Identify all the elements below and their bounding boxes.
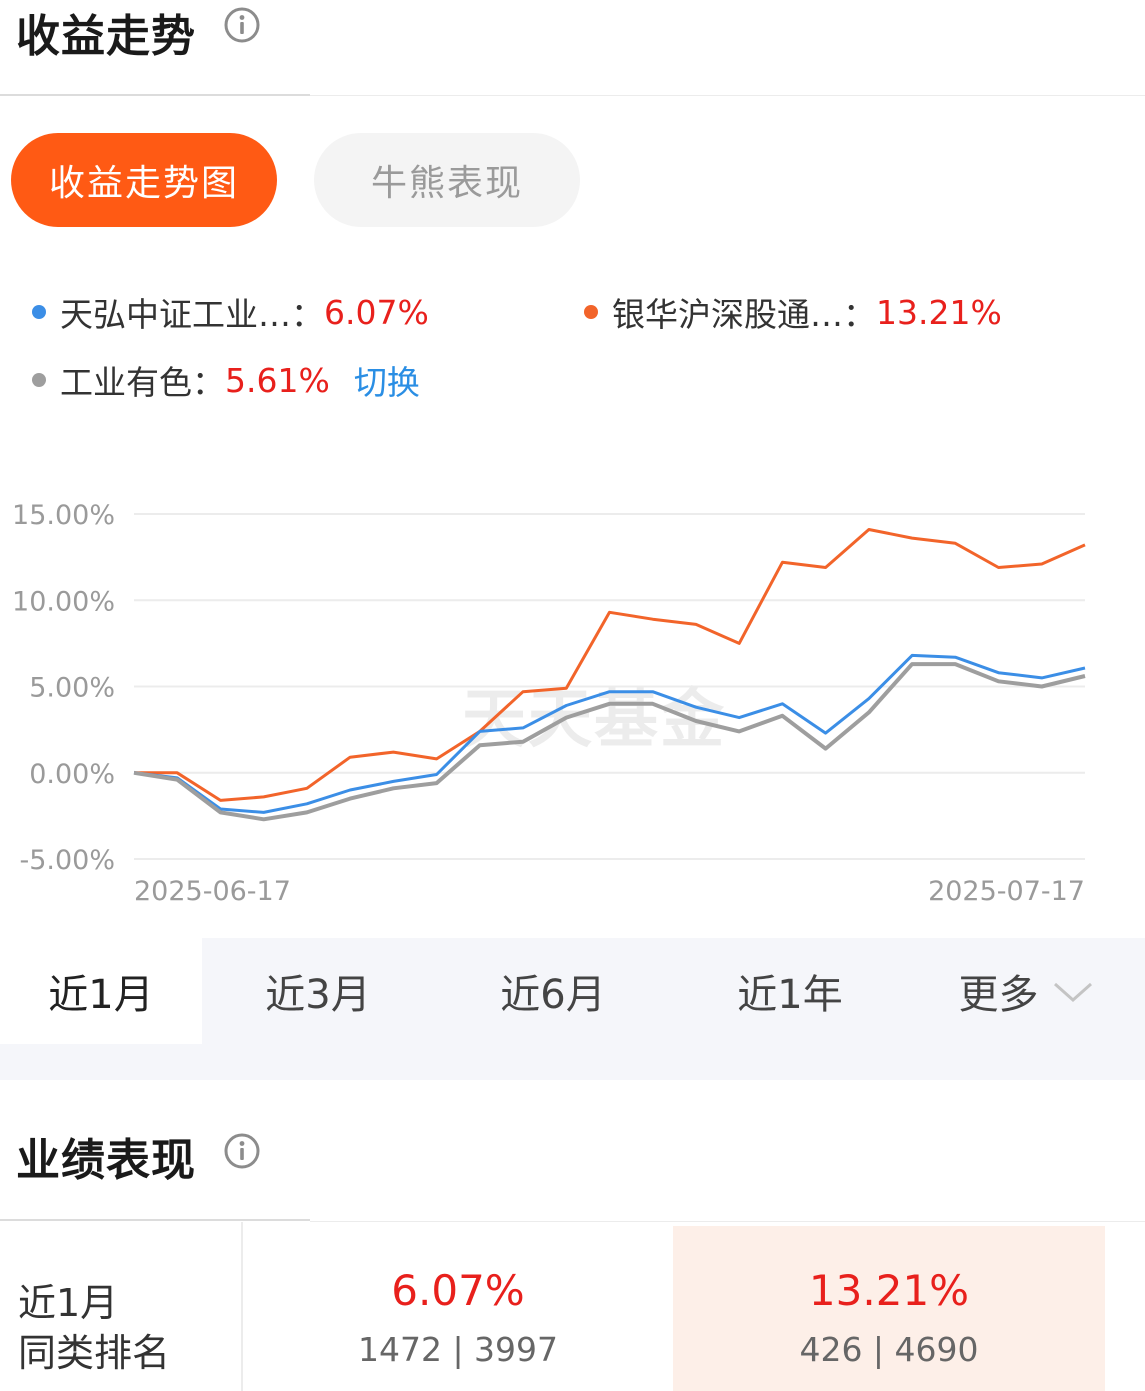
range-tab-more[interactable]: 更多 <box>908 938 1145 1044</box>
y-tick-label: -5.00% <box>19 845 115 876</box>
info-icon[interactable] <box>224 1133 260 1169</box>
perf-cell-fund-b: 13.21% 426 | 4690 <box>673 1226 1105 1391</box>
range-tab-1y[interactable]: 近1年 <box>737 972 843 1018</box>
fund-b-rank: 426 | 4690 <box>799 1330 979 1369</box>
legend-dot <box>32 373 46 387</box>
return-chart[interactable]: 15.00% 10.00% 5.00% 0.00% -5.00% 2025-06-17 20… <box>0 490 1145 920</box>
fund-a-rank: 1472 | 3997 <box>357 1330 559 1369</box>
legend-name: 银华沪深股通… <box>612 295 843 334</box>
returns-title: 收益走势 <box>16 11 196 62</box>
legend-value: 5.61% <box>225 360 330 400</box>
series-line-0 <box>134 528 1086 802</box>
perf-row-label: 近1月 同类排名 <box>18 1281 171 1375</box>
fund-b-return: 13.21% <box>808 1266 970 1315</box>
switch-link[interactable]: 切换 <box>353 363 420 402</box>
y-tick-label: 10.00% <box>12 586 115 617</box>
tab-return-chart[interactable]: 收益走势图 <box>11 133 277 227</box>
legend-value: 13.21% <box>876 292 1002 332</box>
y-tick-label: 15.00% <box>12 500 115 531</box>
performance-title: 业绩表现 <box>16 1135 196 1186</box>
perf-cell-fund-a: 6.07% 1472 | 3997 <box>243 1222 673 1391</box>
series-line-2 <box>133 662 1086 822</box>
fund-a-return: 6.07% <box>391 1266 525 1315</box>
x-tick-label: 2025-07-17 <box>928 876 1085 907</box>
x-tick-label: 2025-06-17 <box>134 876 291 907</box>
legend-dot <box>584 305 598 319</box>
legend-name: 工业有色 <box>60 363 192 402</box>
performance-underline <box>0 1219 310 1221</box>
y-tick-label: 0.00% <box>29 759 115 790</box>
section-gap <box>0 1044 1145 1080</box>
column-divider <box>241 1222 243 1391</box>
range-tab-3m[interactable]: 近3月 <box>265 972 371 1018</box>
legend-item-fund-a: 天弘中证工业…： 6.07% <box>32 288 429 336</box>
info-icon[interactable] <box>224 7 260 43</box>
legend-item-fund-b: 银华沪深股通…： 13.21% <box>584 288 1002 336</box>
range-tab-1m[interactable]: 近1月 <box>0 938 202 1044</box>
header-divider <box>310 95 1145 96</box>
range-tab-6m[interactable]: 近6月 <box>500 972 606 1018</box>
performance-divider <box>310 1221 1145 1222</box>
header-underline <box>0 94 310 96</box>
legend-name: 天弘中证工业… <box>60 295 291 334</box>
legend-value: 6.07% <box>324 292 429 332</box>
tab-bull-bear[interactable]: 牛熊表现 <box>314 133 580 227</box>
more-label: 更多 <box>958 972 1039 1018</box>
y-tick-label: 5.00% <box>29 673 115 704</box>
legend-dot <box>32 305 46 319</box>
chevron-down-icon <box>1053 982 1092 1003</box>
series-line-1 <box>133 653 1086 814</box>
legend-item-benchmark: 工业有色： 5.61% 切换 <box>32 356 420 404</box>
